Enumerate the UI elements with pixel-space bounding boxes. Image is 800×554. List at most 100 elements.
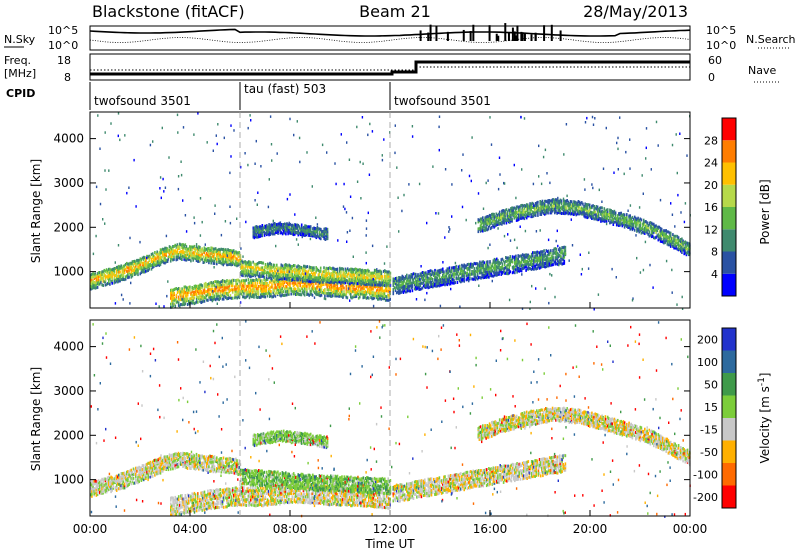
echo-cell [193, 250, 196, 254]
nave-trace [90, 66, 690, 71]
echo-cell [341, 276, 343, 280]
echo-cell [482, 266, 485, 269]
echo-cell [476, 274, 479, 277]
echo-cell [425, 276, 427, 280]
echo-cell [313, 275, 315, 279]
echo-cell [600, 217, 602, 221]
echo-cell [318, 288, 321, 291]
echo-cell [485, 273, 488, 277]
echo-cell [482, 216, 484, 220]
echo-cell [203, 288, 206, 292]
echo-cell [518, 217, 520, 221]
echo-cell [158, 251, 161, 255]
echo-cell [385, 277, 387, 281]
echo-cell [135, 262, 137, 266]
echo-cell [612, 223, 615, 226]
echo-cell [550, 263, 552, 267]
echo-cell [219, 292, 222, 296]
echo-cell [404, 276, 407, 280]
echo-cell [200, 256, 202, 260]
echo-cell [305, 281, 307, 285]
echo-cell [177, 287, 180, 290]
echo-cell [133, 268, 136, 272]
echo-cell [495, 221, 498, 225]
echo-cell [500, 265, 503, 269]
echo-cell [173, 302, 175, 306]
echo-cell [503, 267, 506, 270]
echo-cell [232, 258, 235, 262]
echo-cell [309, 283, 312, 287]
echo-cell [538, 257, 541, 261]
echo-cell [312, 230, 314, 234]
echo-cell [230, 296, 233, 300]
echo-cell [567, 212, 570, 216]
echo-cell [534, 266, 536, 270]
echo-cell [298, 287, 300, 291]
echo-cell [182, 292, 184, 296]
echo-cell [542, 203, 545, 207]
echo-cell [333, 267, 335, 271]
echo-cell [229, 280, 232, 284]
echo-cell [638, 226, 640, 230]
echo-cell [197, 296, 199, 299]
echo-cell [256, 262, 259, 266]
echo-cell [623, 223, 626, 227]
echo-cell [687, 252, 690, 256]
echo-cell [538, 208, 540, 212]
echo-cell [352, 282, 355, 286]
echo-cell [620, 218, 622, 222]
echo-cell [626, 218, 628, 222]
echo-cell [386, 279, 388, 283]
echo-cell [555, 250, 558, 254]
echo-cell [286, 226, 288, 230]
echo-cell [337, 287, 340, 291]
echo-cell [216, 280, 218, 284]
echo-cell [281, 293, 283, 297]
echo-cell [443, 270, 445, 274]
echo-cell [563, 201, 565, 205]
echo-cell [461, 272, 463, 276]
echo-cell [317, 284, 319, 288]
echo-cell [149, 262, 152, 266]
echo-cell [252, 235, 255, 239]
echo-cell [656, 225, 658, 229]
echo-cell [551, 198, 554, 202]
echo-cell [252, 233, 255, 237]
echo-cell [334, 287, 336, 290]
echo-cell [274, 294, 277, 298]
echo-cell [409, 276, 411, 280]
echo-cell [506, 264, 508, 268]
echo-cell [208, 293, 210, 297]
echo-cell [397, 290, 399, 294]
echo-cell [359, 295, 361, 299]
echo-cell [199, 248, 201, 252]
echo-cell [350, 295, 352, 299]
echo-cell [555, 247, 558, 251]
echo-cell [213, 280, 216, 284]
echo-cell [520, 216, 522, 220]
echo-cell [340, 276, 342, 280]
echo-cell [234, 296, 236, 300]
echo-cell [524, 210, 527, 214]
echo-cell [630, 221, 633, 225]
echo-cell [156, 252, 158, 256]
echo-cell [352, 270, 355, 274]
echo-cell [195, 292, 198, 296]
echo-cell [99, 282, 101, 286]
echo-cell [344, 275, 347, 279]
echo-cell [129, 267, 131, 271]
echo-cell [326, 285, 328, 289]
echo-cell [99, 279, 101, 283]
echo-cell [225, 260, 227, 264]
echo-cell [247, 273, 250, 277]
echo-cell [315, 292, 317, 296]
echo-cell [503, 221, 505, 225]
echo-cell [216, 257, 218, 261]
echo-cell [298, 265, 301, 269]
echo-cell [258, 278, 261, 282]
echo-cell [542, 250, 544, 254]
echo-cell [291, 289, 294, 293]
echo-cell [453, 266, 455, 270]
echo-cell [505, 271, 507, 275]
echo-cell [548, 251, 551, 255]
